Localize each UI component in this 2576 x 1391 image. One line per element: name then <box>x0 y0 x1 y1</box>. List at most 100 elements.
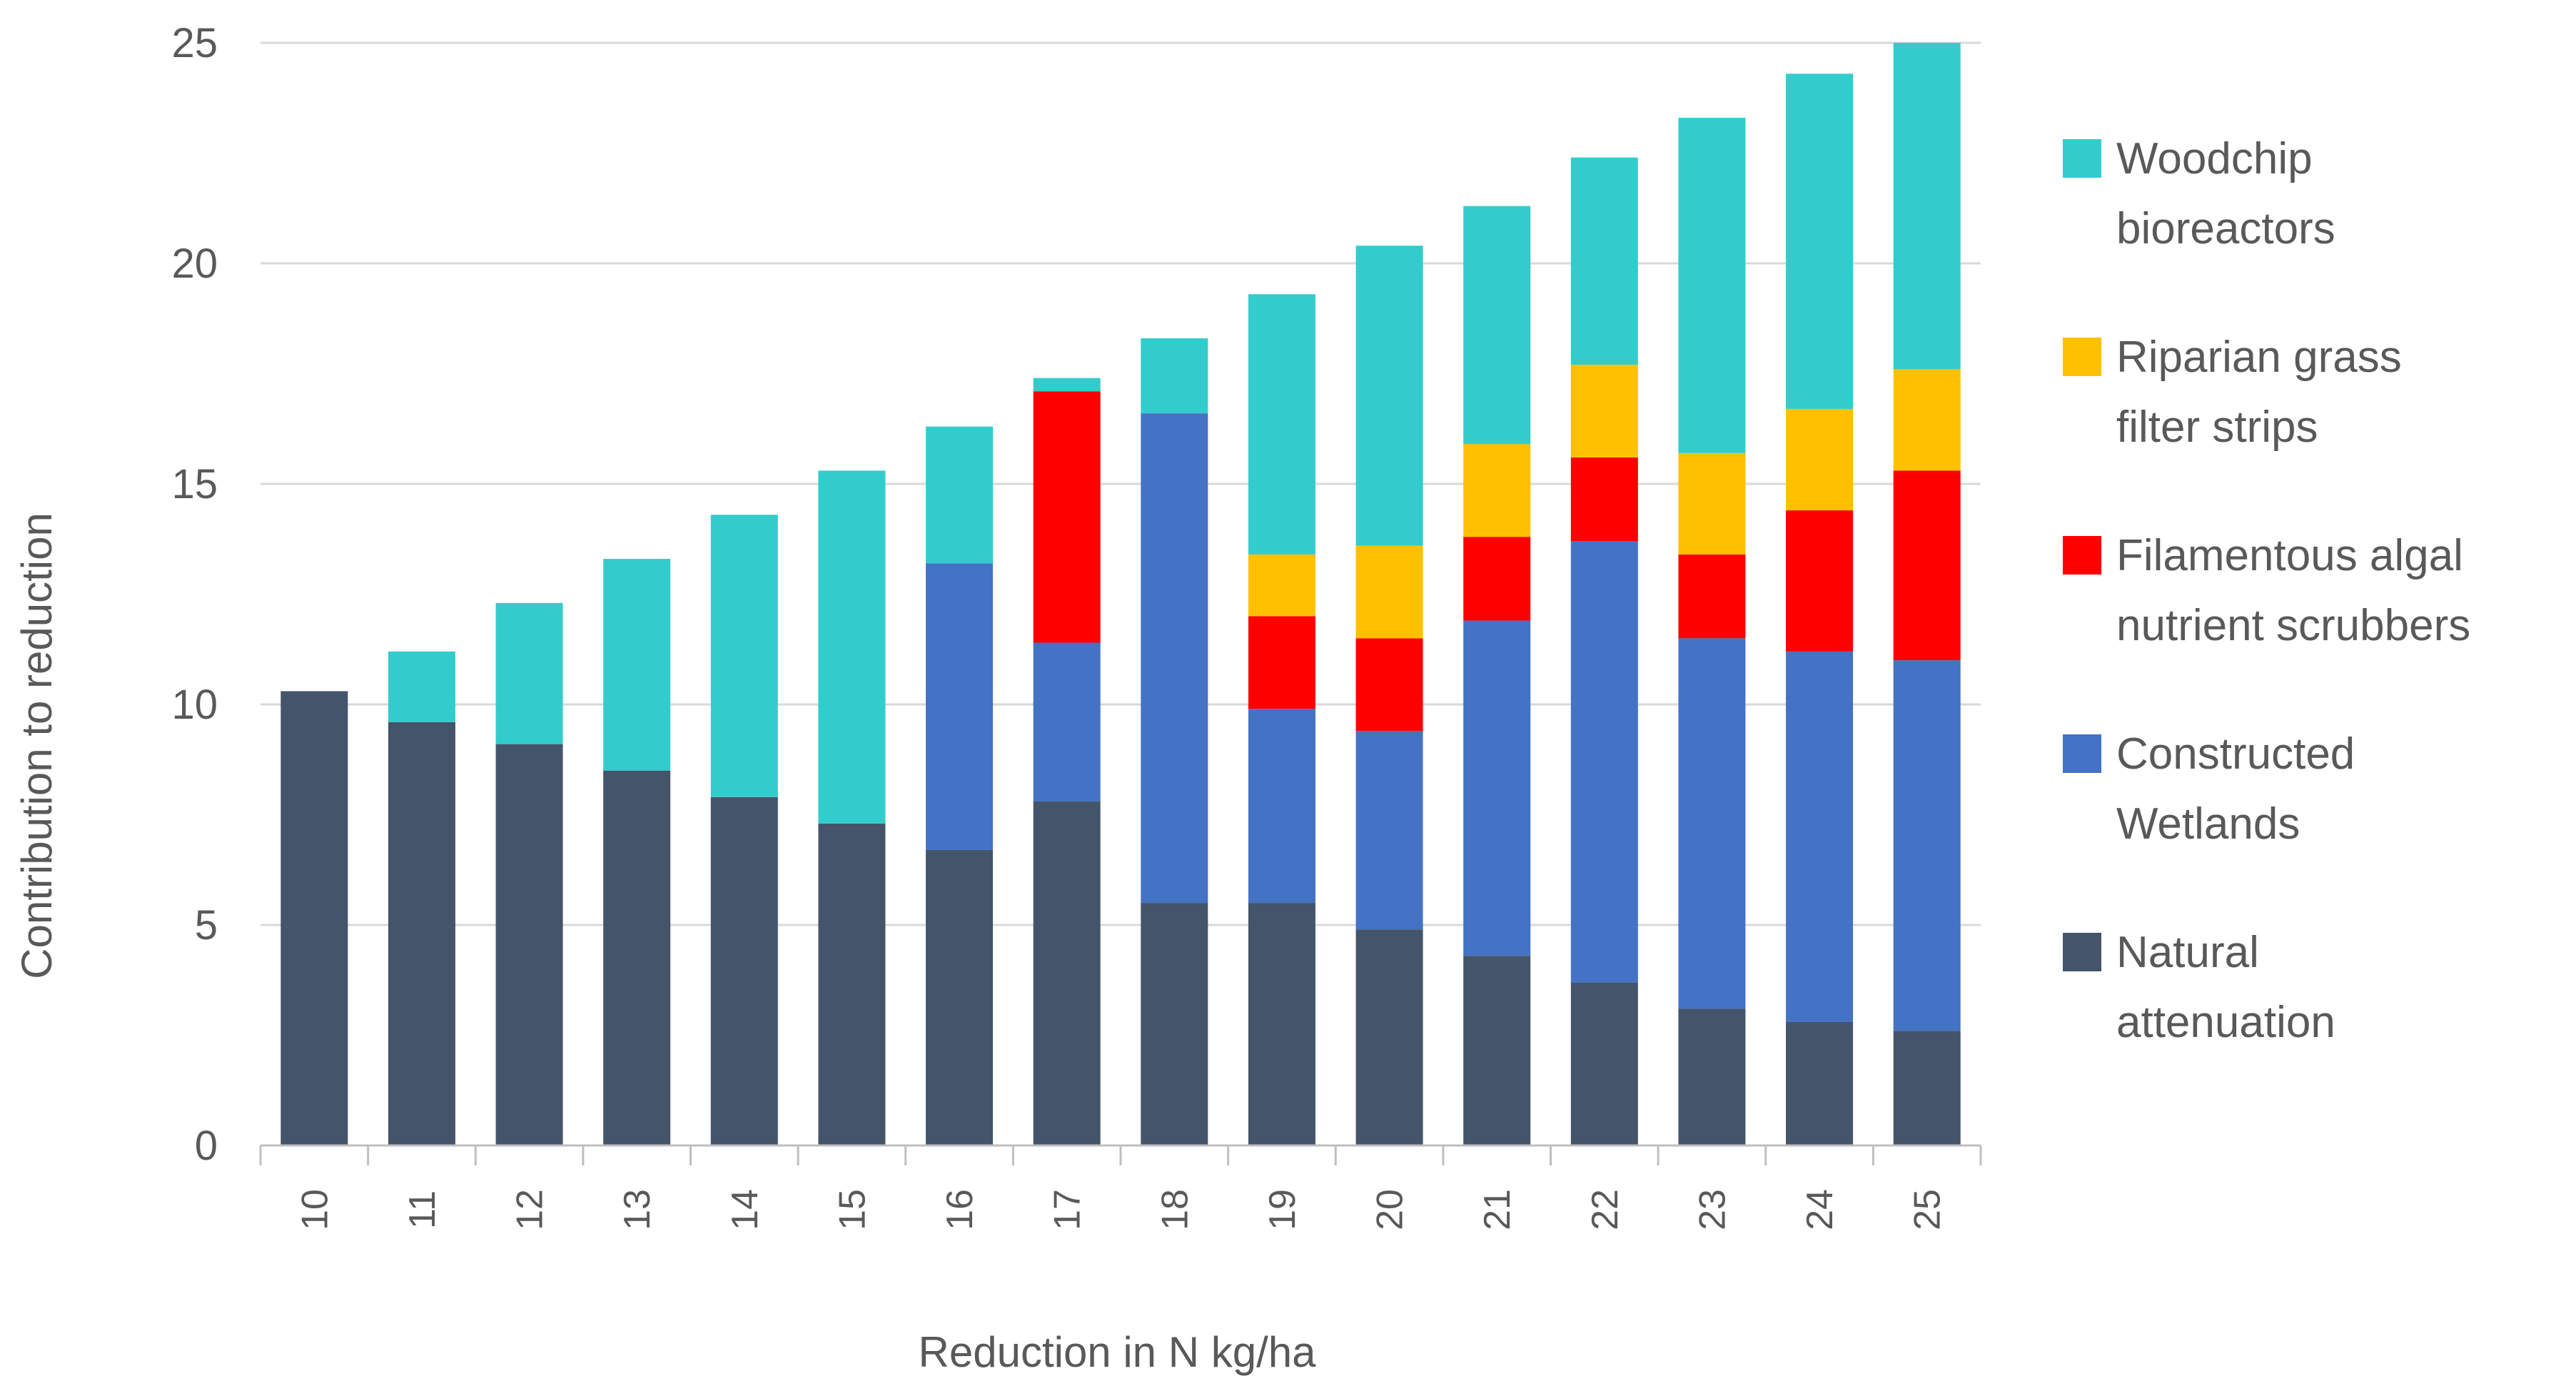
x-tick-label: 18 <box>1154 1189 1196 1230</box>
bar-segment-natural-attenuation-17 <box>1033 801 1101 1145</box>
x-tick-label: 10 <box>294 1189 335 1230</box>
x-tick-label: 15 <box>832 1189 873 1230</box>
y-axis-title: Contribution to reduction <box>13 512 61 979</box>
legend-label: Woodchip <box>2116 134 2313 183</box>
bar-segment-natural-attenuation-10 <box>281 691 348 1145</box>
bar-segment-woodchip-bioreactors-21 <box>1463 206 1531 445</box>
bar-segment-natural-attenuation-21 <box>1463 956 1531 1145</box>
bar-segment-riparian-grass-filter-strips-22 <box>1570 365 1638 457</box>
bars <box>281 43 1961 1145</box>
bar-segment-riparian-grass-filter-strips-23 <box>1678 452 1746 555</box>
bar-segment-filamentous-algal-nutrient-scrubbers-24 <box>1786 510 1854 652</box>
bar-segment-constructed-wetlands-21 <box>1463 620 1531 956</box>
x-tick-label: 24 <box>1799 1189 1841 1230</box>
legend-label: bioreactors <box>2116 204 2335 253</box>
legend-label: Filamentous algal <box>2116 531 2463 580</box>
bar-segment-natural-attenuation-14 <box>710 796 778 1145</box>
x-tick-label: 22 <box>1585 1189 1626 1230</box>
bar-segment-woodchip-bioreactors-15 <box>818 470 886 824</box>
x-tick-label: 11 <box>402 1190 443 1229</box>
bar-segment-riparian-grass-filter-strips-21 <box>1463 444 1531 537</box>
x-tick-label: 21 <box>1477 1189 1518 1230</box>
bar-segment-filamentous-algal-nutrient-scrubbers-22 <box>1570 457 1638 542</box>
bar-segment-woodchip-bioreactors-13 <box>603 559 671 771</box>
bar-segment-woodchip-bioreactors-22 <box>1570 157 1638 365</box>
x-tick-label: 13 <box>617 1189 658 1230</box>
bar-segment-natural-attenuation-18 <box>1141 903 1208 1145</box>
y-tick-label: 25 <box>171 20 218 66</box>
bar-segment-riparian-grass-filter-strips-19 <box>1248 554 1315 617</box>
bar-segment-constructed-wetlands-20 <box>1355 731 1423 930</box>
bar-segment-woodchip-bioreactors-20 <box>1355 246 1423 546</box>
bar-segment-woodchip-bioreactors-12 <box>495 602 563 744</box>
bar-segment-riparian-grass-filter-strips-24 <box>1786 408 1854 511</box>
legend-swatch <box>2063 139 2101 178</box>
x-tick-label: 14 <box>724 1189 766 1230</box>
x-tick-label: 20 <box>1370 1189 1411 1230</box>
legend-swatch <box>2063 338 2101 376</box>
bar-segment-natural-attenuation-20 <box>1355 929 1423 1145</box>
y-tick-label: 5 <box>195 902 218 949</box>
bar-segment-natural-attenuation-23 <box>1678 1008 1746 1145</box>
legend-label: Wetlands <box>2116 799 2300 849</box>
bar-segment-constructed-wetlands-16 <box>926 563 994 850</box>
bar-segment-woodchip-bioreactors-14 <box>710 515 778 797</box>
legend: Woodchip bioreactors Riparian grass filter … <box>2063 134 2470 1047</box>
x-tick-label: 12 <box>510 1189 551 1230</box>
x-tick-label: 17 <box>1047 1189 1089 1230</box>
bar-segment-natural-attenuation-13 <box>603 770 671 1145</box>
bar-segment-woodchip-bioreactors-19 <box>1248 294 1315 555</box>
bar-segment-woodchip-bioreactors-17 <box>1033 378 1101 392</box>
bar-segment-riparian-grass-filter-strips-25 <box>1893 369 1961 471</box>
x-tick-label: 16 <box>939 1189 981 1230</box>
bar-segment-natural-attenuation-16 <box>926 849 994 1145</box>
bar-segment-woodchip-bioreactors-24 <box>1786 74 1854 409</box>
legend-swatch <box>2063 536 2101 575</box>
legend-swatch <box>2063 734 2101 773</box>
x-tick-label: 25 <box>1907 1189 1949 1230</box>
legend-label: Riparian grass <box>2116 333 2402 382</box>
bar-segment-natural-attenuation-12 <box>495 744 563 1145</box>
bar-segment-filamentous-algal-nutrient-scrubbers-25 <box>1893 470 1961 661</box>
bar-segment-constructed-wetlands-22 <box>1570 541 1638 983</box>
y-tick-labels: 0 5 10 15 20 25 <box>171 20 218 1169</box>
bar-segment-natural-attenuation-11 <box>388 722 455 1145</box>
y-tick-label: 10 <box>171 682 218 728</box>
legend-label: filter strips <box>2116 403 2318 452</box>
bar-segment-woodchip-bioreactors-11 <box>388 651 455 722</box>
bar-segment-riparian-grass-filter-strips-20 <box>1355 545 1423 639</box>
legend-label: attenuation <box>2116 998 2335 1047</box>
y-tick-label: 0 <box>195 1123 218 1169</box>
bar-segment-filamentous-algal-nutrient-scrubbers-21 <box>1463 537 1531 621</box>
bar-segment-constructed-wetlands-24 <box>1786 651 1854 1022</box>
bar-segment-natural-attenuation-19 <box>1248 903 1315 1145</box>
x-tick-labels: 10 11 12 13 14 15 16 17 18 19 20 21 22 23 24 25 <box>294 1189 1948 1230</box>
legend-label: Constructed <box>2116 729 2355 779</box>
bar-segment-constructed-wetlands-23 <box>1678 638 1746 1009</box>
bar-segment-filamentous-algal-nutrient-scrubbers-19 <box>1248 616 1315 709</box>
bar-segment-natural-attenuation-24 <box>1786 1021 1854 1145</box>
bar-segment-filamentous-algal-nutrient-scrubbers-17 <box>1033 391 1101 643</box>
axes <box>259 1144 1982 1165</box>
x-tick-label: 19 <box>1262 1189 1303 1230</box>
legend-swatch <box>2063 933 2101 971</box>
bar-segment-woodchip-bioreactors-16 <box>926 426 994 564</box>
x-tick-label: 23 <box>1692 1189 1733 1230</box>
x-axis-title: Reduction in N kg/ha <box>919 1328 1317 1376</box>
legend-label: Natural <box>2116 928 2259 977</box>
bar-segment-natural-attenuation-22 <box>1570 982 1638 1145</box>
bar-segment-constructed-wetlands-18 <box>1141 413 1208 904</box>
bar-segment-constructed-wetlands-19 <box>1248 709 1315 904</box>
bar-segment-woodchip-bioreactors-18 <box>1141 338 1208 414</box>
bar-segment-natural-attenuation-15 <box>818 823 886 1145</box>
bar-segment-constructed-wetlands-17 <box>1033 642 1101 801</box>
bar-segment-woodchip-bioreactors-25 <box>1893 43 1961 370</box>
bar-segment-natural-attenuation-25 <box>1893 1031 1961 1145</box>
bar-segment-filamentous-algal-nutrient-scrubbers-23 <box>1678 554 1746 639</box>
bar-segment-filamentous-algal-nutrient-scrubbers-20 <box>1355 638 1423 732</box>
y-tick-label: 20 <box>171 241 218 287</box>
bar-segment-constructed-wetlands-25 <box>1893 660 1961 1031</box>
y-tick-label: 15 <box>171 461 218 507</box>
bar-segment-woodchip-bioreactors-23 <box>1678 118 1746 453</box>
